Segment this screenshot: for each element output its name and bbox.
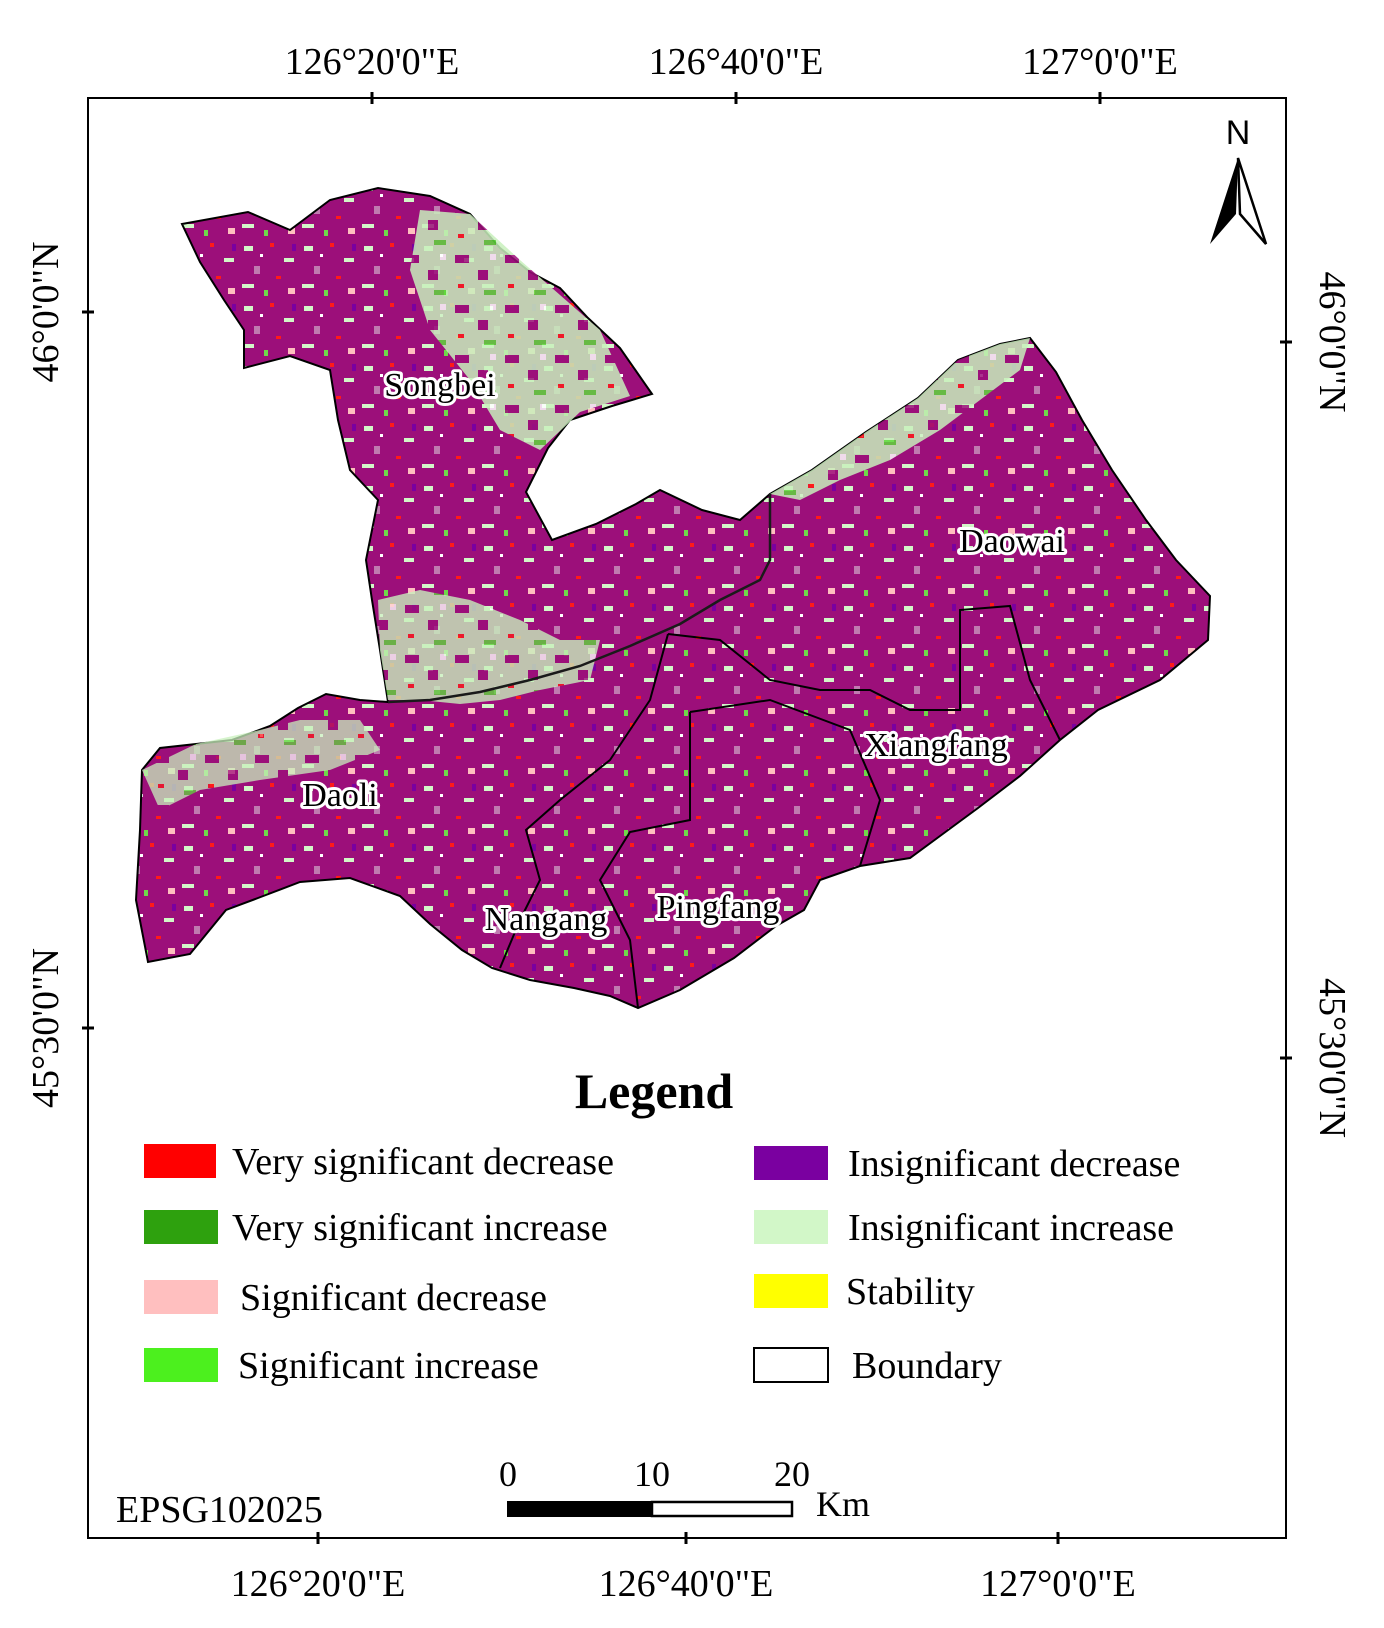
legend-label-stability: Stability <box>846 1271 975 1313</box>
right-coord-2: 45°30'0"N <box>1311 978 1353 1138</box>
legend: Very significant decrease Very significa… <box>144 1141 1180 1387</box>
scale-bar: 0 10 20 Km <box>499 1454 870 1524</box>
bottom-coord-1: 126°20'0"E <box>231 1563 406 1605</box>
scale-tick-10: 10 <box>634 1454 670 1494</box>
left-coord-2: 45°30'0"N <box>25 948 67 1108</box>
legend-label-insignificant-increase: Insignificant increase <box>848 1207 1174 1249</box>
north-arrow-label: N <box>1226 114 1251 152</box>
top-coord-2: 126°40'0"E <box>649 41 824 83</box>
legend-swatch-very-significant-decrease <box>144 1144 216 1178</box>
legend-label-significant-decrease: Significant decrease <box>240 1277 547 1319</box>
district-boundaries <box>499 604 1061 1009</box>
scale-bar-white <box>650 1500 794 1518</box>
legend-label-insignificant-decrease: Insignificant decrease <box>848 1143 1180 1185</box>
green-zone-west <box>142 720 380 810</box>
green-zone-north <box>410 210 630 450</box>
tick-marks <box>82 92 1292 1544</box>
top-coord-1: 126°20'0"E <box>285 41 460 83</box>
district-label-nangang: Nangang <box>485 901 608 938</box>
scale-bar-black <box>507 1501 653 1517</box>
legend-swatch-insignificant-increase <box>754 1210 828 1244</box>
bottom-coord-2: 126°40'0"E <box>599 1563 774 1605</box>
district-label-daoli: Daoli <box>302 777 378 814</box>
legend-swatch-significant-decrease <box>144 1280 218 1314</box>
legend-swatch-boundary <box>753 1347 829 1383</box>
legend-swatch-significant-increase <box>144 1348 218 1382</box>
study-area <box>134 186 1212 1010</box>
north-arrow-icon <box>1210 158 1238 244</box>
legend-swatch-insignificant-decrease <box>754 1146 828 1180</box>
left-coord-1: 46°0'0"N <box>25 242 67 383</box>
legend-label-very-significant-decrease: Very significant decrease <box>232 1141 614 1183</box>
legend-label-boundary: Boundary <box>852 1345 1002 1387</box>
projection-label: EPSG102025 <box>116 1489 323 1531</box>
district-label-pingfang: Pingfang <box>657 889 780 926</box>
scale-tick-20: 20 <box>774 1454 810 1494</box>
scale-unit: Km <box>816 1484 870 1524</box>
legend-label-very-significant-increase: Very significant increase <box>232 1207 608 1249</box>
legend-label-significant-increase: Significant increase <box>238 1345 539 1387</box>
river-line <box>387 494 772 704</box>
green-zone-northeast <box>770 338 1030 500</box>
district-label-daowai: Daowai <box>959 523 1065 560</box>
study-area-shape <box>134 186 1212 1010</box>
legend-title: Legend <box>575 1063 734 1119</box>
scale-tick-0: 0 <box>499 1454 517 1494</box>
district-label-songbei: Songbei <box>384 367 495 404</box>
legend-swatch-very-significant-increase <box>144 1210 218 1244</box>
north-arrow: N <box>1210 114 1268 245</box>
district-label-xiangfang: Xiangfang <box>864 727 1008 764</box>
right-coord-1: 46°0'0"N <box>1311 272 1353 413</box>
top-coord-3: 127°0'0"E <box>1022 41 1178 83</box>
legend-swatch-stability <box>754 1274 828 1308</box>
bottom-coord-3: 127°0'0"E <box>980 1563 1136 1605</box>
